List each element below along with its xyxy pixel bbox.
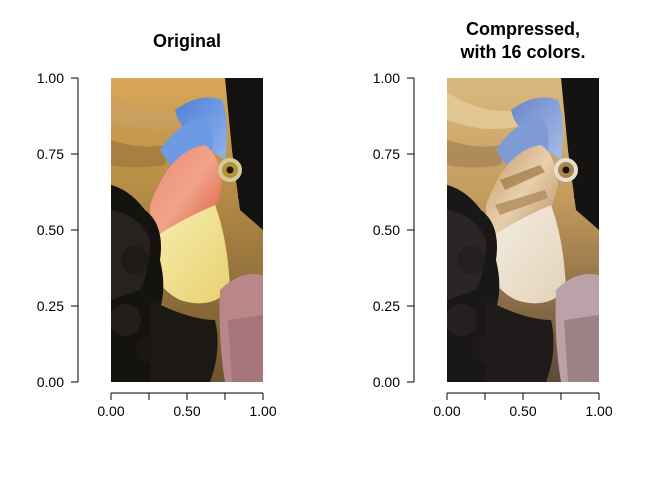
y-tick-label: 0.75 (373, 146, 400, 162)
y-axis-compressed: 0.00 0.25 0.50 0.75 1.00 (373, 70, 415, 390)
x-tick-label: 0.50 (509, 403, 536, 419)
x-tick-label: 0.00 (97, 403, 124, 419)
y-tick-label: 0.50 (373, 222, 400, 238)
y-axis-original: 0.00 0.25 0.50 0.75 1.00 (37, 70, 79, 390)
panel-title-compressed-line2: with 16 colors. (459, 42, 585, 62)
bird-image-compressed (447, 78, 599, 382)
x-tick-label: 0.00 (433, 403, 460, 419)
panel-original: Original (37, 31, 277, 419)
y-tick-label: 1.00 (373, 70, 400, 86)
bird-image-original (111, 78, 263, 382)
panel-title-compressed-line1: Compressed, (466, 19, 580, 39)
y-tick-label: 0.00 (37, 374, 64, 390)
x-tick-label: 1.00 (249, 403, 276, 419)
y-tick-label: 1.00 (37, 70, 64, 86)
y-tick-label: 0.25 (373, 298, 400, 314)
y-tick-label: 0.75 (37, 146, 64, 162)
y-tick-label: 0.25 (37, 298, 64, 314)
x-tick-label: 0.50 (173, 403, 200, 419)
panel-title-original: Original (153, 31, 221, 51)
y-tick-label: 0.50 (37, 222, 64, 238)
x-axis-original: 0.00 0.50 1.00 (97, 392, 277, 419)
x-axis-compressed: 0.00 0.50 1.00 (433, 392, 613, 419)
y-tick-label: 0.00 (373, 374, 400, 390)
panel-compressed: Compressed, with 16 colors. (373, 19, 613, 419)
x-tick-label: 1.00 (585, 403, 612, 419)
